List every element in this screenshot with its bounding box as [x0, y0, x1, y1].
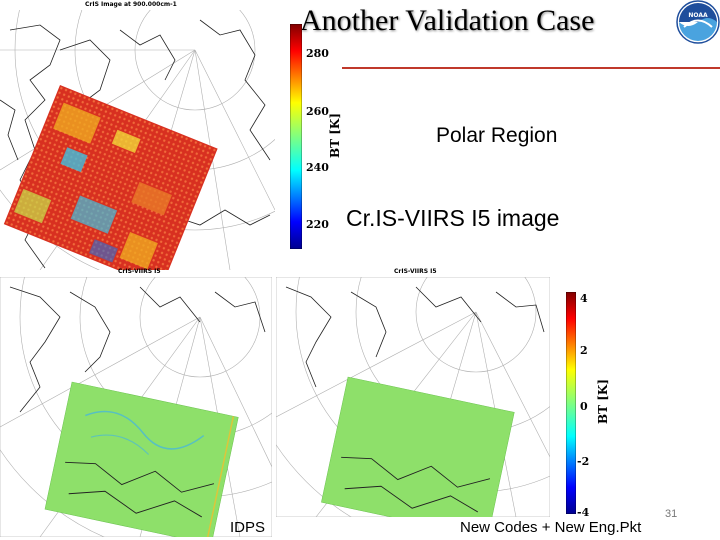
top-map: [0, 10, 275, 270]
slide-number: 31: [665, 508, 678, 520]
bottom-left-label: IDPS: [230, 519, 266, 536]
bottom-colorbar-tick: 4: [580, 292, 588, 305]
bottom-colorbar-label: BT [K]: [596, 378, 610, 424]
top-colorbar-label: BT [K]: [328, 112, 342, 158]
polar-region-label: Polar Region: [436, 124, 558, 147]
top-panel-title: CrIS Image at 900.000cm-1: [85, 1, 177, 8]
top-colorbar-tick: 220: [306, 218, 329, 231]
bottom-colorbar: [566, 292, 576, 514]
noaa-logo-text: NOAA: [688, 12, 708, 19]
bottom-colorbar-tick: 0: [580, 400, 588, 413]
title-underline: [342, 67, 720, 69]
slide-title: Another Validation Case: [300, 4, 595, 37]
bottom-colorbar-tick: 2: [580, 344, 588, 357]
image-label: Cr.IS-VIIRS I5 image: [346, 205, 560, 231]
bottom-left-map: [0, 277, 272, 537]
top-colorbar-tick: 260: [306, 105, 329, 118]
bottom-right-map: [276, 277, 550, 517]
bottom-colorbar-tick: -4: [577, 506, 590, 519]
bottom-left-panel-title: CrIS-VIIRS I5: [118, 268, 161, 275]
top-colorbar-tick: 240: [306, 161, 329, 174]
bottom-colorbar-tick: -2: [577, 455, 590, 468]
bottom-mid-label: New Codes + New Eng.Pkt: [460, 519, 642, 536]
noaa-logo-icon: NOAA: [676, 0, 720, 44]
top-colorbar: [290, 24, 302, 249]
bottom-right-panel-title: CrIS-VIIRS I5: [394, 268, 437, 275]
top-colorbar-tick: 280: [306, 47, 329, 60]
